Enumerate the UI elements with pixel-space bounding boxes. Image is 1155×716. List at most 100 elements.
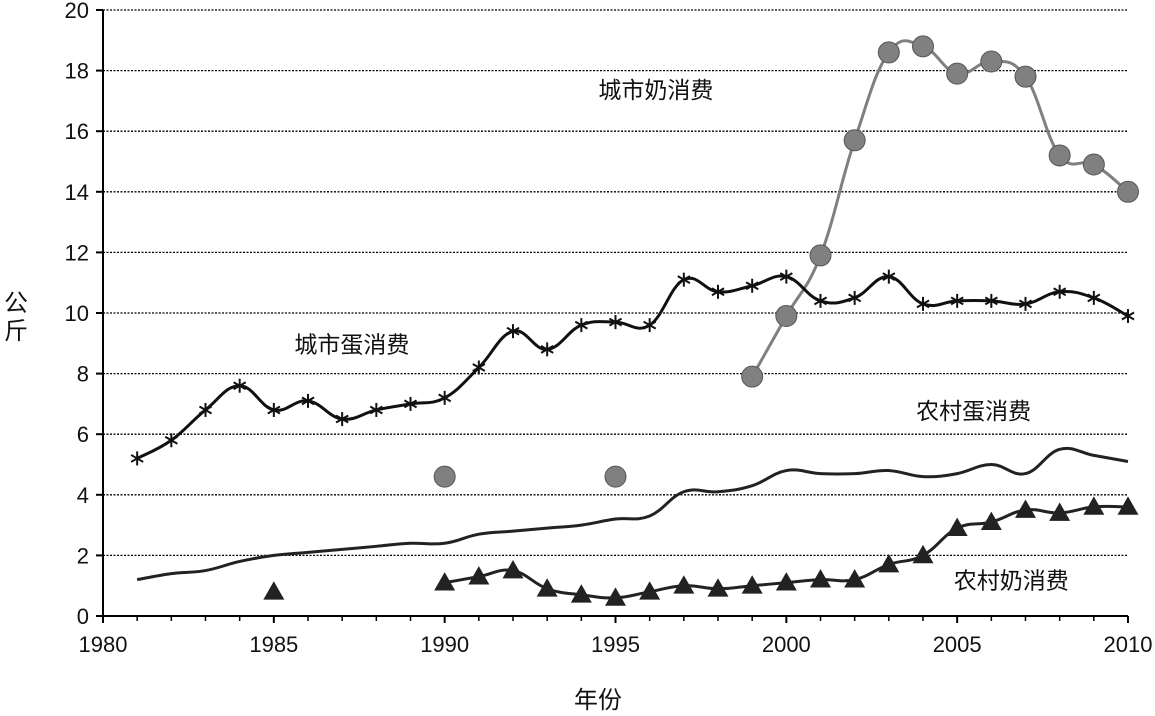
data-point	[813, 293, 828, 308]
data-point	[810, 569, 831, 588]
data-point	[707, 578, 729, 597]
marker-stroke	[1087, 293, 1101, 303]
data-point	[848, 290, 862, 305]
y-axis-title-char: 斤	[4, 317, 28, 345]
x-tick-label: 1995	[591, 632, 640, 657]
data-point	[267, 402, 281, 417]
marker-stroke	[574, 320, 588, 330]
y-tick-label: 12	[65, 240, 89, 265]
y-tick-label: 20	[65, 0, 89, 23]
data-point	[1121, 309, 1135, 324]
y-axis-title: 公斤	[4, 289, 28, 345]
data-point	[980, 511, 1002, 530]
x-tick-label: 2010	[1104, 632, 1153, 657]
data-point	[1014, 65, 1037, 88]
data-point	[1083, 496, 1105, 515]
data-point	[438, 390, 452, 405]
marker-stroke	[403, 399, 418, 409]
data-point	[843, 129, 866, 152]
data-point	[403, 396, 418, 411]
data-point	[574, 318, 588, 333]
y-tick-label: 4	[77, 483, 89, 508]
data-point	[502, 560, 524, 579]
x-axis-title: 年份	[574, 686, 622, 714]
data-point	[164, 433, 178, 448]
data-point	[950, 293, 964, 308]
data-point	[536, 578, 558, 597]
y-tick-label: 6	[77, 422, 89, 447]
marker-stroke	[677, 275, 691, 285]
marker-stroke	[506, 326, 520, 336]
data-point	[1053, 284, 1067, 299]
data-point	[673, 575, 695, 594]
data-point	[984, 293, 998, 308]
marker-stroke	[301, 396, 315, 406]
data-point	[198, 402, 213, 417]
data-point	[1117, 180, 1139, 203]
x-tick-label: 2000	[762, 632, 811, 657]
marker-stroke	[1121, 311, 1135, 321]
series-label: 城市蛋消费	[294, 332, 409, 358]
y-axis-title-char: 公	[4, 289, 28, 317]
marker-stroke	[745, 281, 759, 291]
data-point	[472, 360, 486, 375]
data-point	[604, 465, 627, 488]
data-point	[335, 412, 349, 427]
y-tick-label: 8	[77, 362, 89, 387]
series-1	[130, 269, 1135, 466]
data-point	[433, 465, 456, 488]
y-tick-label: 14	[65, 180, 89, 205]
series-line	[136, 274, 1129, 460]
series-label: 农村奶消费	[954, 569, 1069, 595]
data-point	[877, 41, 900, 64]
series-2	[136, 446, 1129, 582]
marker-stroke	[164, 435, 178, 445]
data-point	[711, 284, 725, 299]
data-point	[878, 553, 900, 573]
y-tick-label: 0	[77, 604, 89, 629]
data-point	[741, 575, 763, 594]
marker-stroke	[950, 296, 964, 306]
data-point	[745, 278, 759, 293]
data-point	[434, 572, 456, 591]
marker-stroke	[643, 320, 657, 330]
data-point	[1117, 496, 1139, 515]
data-point	[540, 342, 554, 357]
marker-stroke	[813, 296, 828, 306]
x-tick-label: 1985	[249, 632, 298, 657]
series-line	[136, 446, 1129, 582]
marker-stroke	[984, 296, 998, 306]
data-point	[775, 305, 798, 328]
data-point	[369, 402, 383, 417]
data-point	[775, 572, 797, 591]
data-point	[301, 393, 315, 408]
marker-stroke	[369, 405, 383, 415]
data-point	[809, 244, 832, 267]
data-point	[570, 584, 592, 603]
y-tick-label: 10	[65, 301, 89, 326]
data-point	[916, 296, 930, 311]
series-layer	[130, 35, 1139, 606]
marker-stroke	[1053, 287, 1067, 297]
data-point	[882, 269, 896, 284]
marker-stroke	[540, 344, 554, 354]
data-point	[643, 318, 657, 333]
y-tick-label: 2	[77, 543, 89, 568]
data-point	[946, 62, 969, 85]
ticks-layer: 0 2 4 6 8 10 12 14 16 18 20 1980 1985 1990 1995 2000 200…	[65, 0, 1153, 657]
x-tick-label: 1990	[420, 632, 469, 657]
data-point	[468, 566, 490, 585]
series-line	[750, 39, 1129, 378]
series-label: 城市奶消费	[598, 78, 713, 104]
marker-stroke	[198, 405, 213, 415]
data-point	[741, 365, 764, 388]
marker-stroke	[608, 317, 623, 327]
data-point	[677, 272, 691, 287]
data-point	[1018, 296, 1033, 311]
x-tick-label: 1980	[79, 632, 128, 657]
marker-stroke	[130, 454, 144, 463]
data-point	[844, 569, 866, 588]
marker-stroke	[472, 363, 486, 372]
marker-stroke	[1018, 299, 1033, 309]
